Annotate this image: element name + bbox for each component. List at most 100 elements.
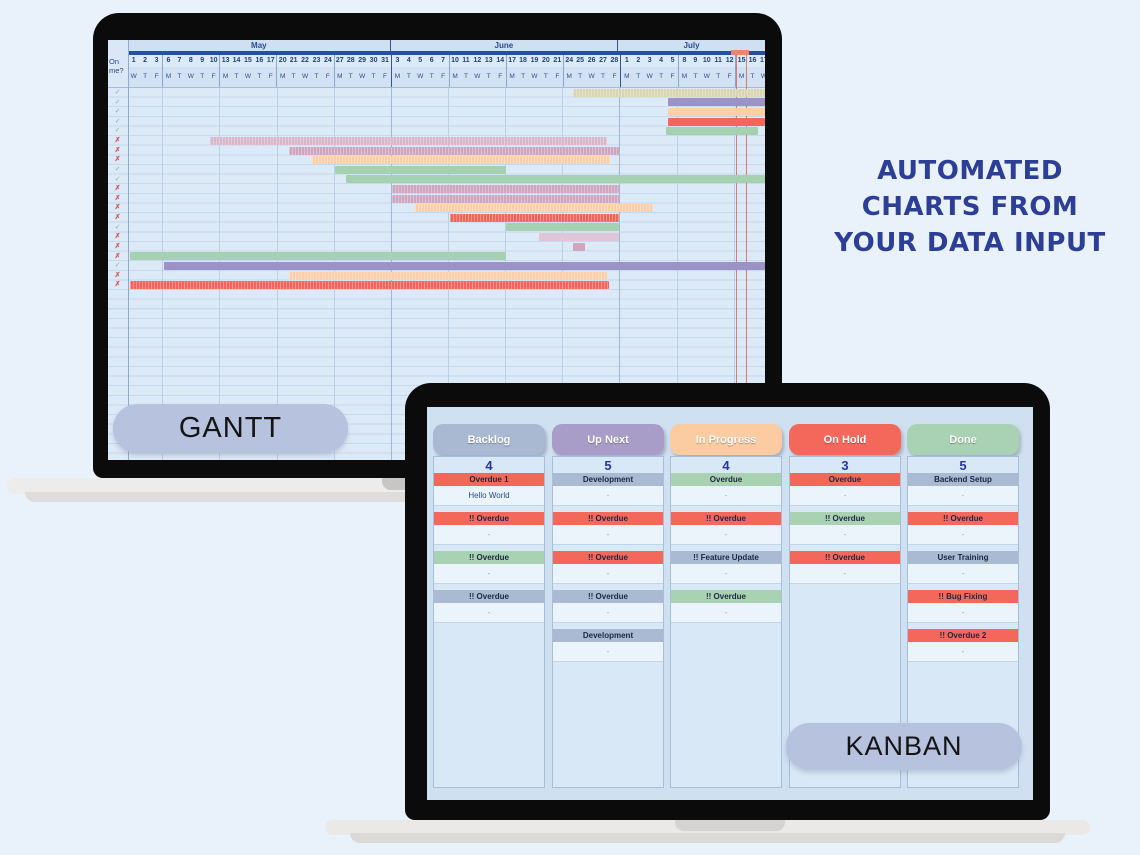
gantt-task-bar[interactable]	[573, 88, 765, 97]
day-cell: 6	[162, 55, 173, 67]
weekday-cell: W	[588, 73, 595, 80]
kanban-card[interactable]: !! Overdue 2-	[908, 629, 1018, 662]
kanban-card[interactable]: Overdue 1 Hello World	[434, 473, 544, 506]
kanban-card[interactable]: !! Overdue -	[908, 512, 1018, 545]
kanban-card-title: !! Overdue	[553, 551, 663, 564]
kanban-card[interactable]: !! Overdue -	[671, 512, 781, 545]
kanban-column-in-progress: In Progress 4 Overdue -!! Overdue -!! Featur…	[670, 424, 782, 788]
day-cell: 25	[576, 57, 585, 64]
headline-line-1: AUTOMATED	[877, 156, 1063, 186]
kanban-card[interactable]: !! Overdue -	[434, 590, 544, 623]
kanban-card[interactable]: Overdue -	[790, 473, 900, 506]
day-cell: 7	[177, 57, 182, 64]
gantt-task-bar[interactable]	[668, 117, 765, 126]
kanban-card[interactable]: Backend Setup -	[908, 473, 1018, 506]
gantt-task-bar[interactable]	[668, 108, 765, 117]
kanban-card[interactable]: !! Overdue -	[553, 512, 663, 545]
kanban-column-header[interactable]: On Hold	[789, 424, 901, 455]
weekday-cell: T	[314, 73, 319, 80]
gantt-task-bar[interactable]	[335, 165, 506, 174]
gantt-task-bar[interactable]	[289, 146, 619, 155]
gantt-task-bar[interactable]	[392, 194, 619, 203]
kanban-card-body: -	[553, 525, 663, 545]
weekday-cell: M	[563, 67, 574, 87]
day-cell: 24	[563, 55, 574, 67]
status-ontime-mark: ✓	[114, 165, 121, 173]
weekday-cell: F	[441, 73, 446, 80]
kanban-card-body: -	[434, 564, 544, 584]
gantt-task-bar[interactable]	[130, 281, 609, 290]
gantt-task-bar[interactable]	[573, 242, 585, 251]
kanban-column-count: 3	[841, 458, 849, 473]
kanban-column-header[interactable]: Done	[907, 424, 1019, 455]
weekday-cell: W	[417, 73, 424, 80]
kanban-card[interactable]: User Training -	[908, 551, 1018, 584]
gantt-task-bar[interactable]	[210, 136, 607, 145]
weekday-cell: F	[268, 73, 273, 80]
weekday-cell: M	[333, 67, 345, 87]
kanban-column-header[interactable]: Up Next	[552, 424, 664, 455]
week-gridline	[162, 88, 164, 460]
kanban-card[interactable]: !! Overdue -	[553, 551, 663, 584]
day-cell: 7	[441, 57, 446, 64]
weekday-cell: W	[531, 73, 538, 80]
gantt-task-bar[interactable]	[450, 213, 619, 222]
kanban-card[interactable]: !! Overdue -	[790, 512, 900, 545]
kanban-card-body: -	[671, 525, 781, 545]
gantt-task-bar[interactable]	[130, 252, 506, 261]
weekday-cell: T	[257, 73, 262, 80]
kanban-card-title: !! Overdue	[790, 551, 900, 564]
kanban-card-body: -	[553, 603, 663, 623]
gantt-task-bar[interactable]	[289, 271, 607, 280]
day-cell: 16	[748, 57, 757, 64]
kanban-card[interactable]: !! Overdue -	[434, 512, 544, 545]
kanban-card-title: !! Overdue	[671, 512, 781, 525]
gantt-task-bar[interactable]	[392, 185, 619, 193]
day-cell: 15	[244, 57, 252, 64]
kanban-card[interactable]: !! Overdue -	[434, 551, 544, 584]
gantt-task-bar[interactable]	[312, 156, 610, 165]
kanban-card-body: Hello World	[434, 486, 544, 506]
kanban-card[interactable]: !! Bug Fixing -	[908, 590, 1018, 623]
weekday-cell: T	[659, 73, 664, 80]
kanban-card[interactable]: Development -	[553, 473, 663, 506]
kanban-card[interactable]: Overdue -	[671, 473, 781, 506]
weekday-cell: M	[448, 67, 460, 87]
kanban-card[interactable]: !! Overdue -	[790, 551, 900, 584]
kanban-card-body: -	[790, 486, 900, 506]
day-cell: 4	[406, 57, 411, 64]
kanban-column-count: 5	[604, 458, 612, 473]
day-cell: 12	[725, 57, 734, 64]
weekday-cell: W	[130, 73, 137, 80]
status-late-mark: ✗	[114, 252, 121, 260]
headline-line-2: CHARTS FROM	[861, 192, 1079, 222]
day-cell: 23	[312, 57, 321, 64]
kanban-column-header[interactable]: In Progress	[670, 424, 782, 455]
kanban-card-title: Overdue	[671, 473, 781, 486]
kanban-card-title: !! Overdue	[553, 512, 663, 525]
kanban-card[interactable]: !! Overdue -	[671, 590, 781, 623]
gantt-task-bar[interactable]	[668, 98, 765, 107]
gantt-task-bar[interactable]	[415, 204, 653, 213]
gantt-task-bar[interactable]	[346, 175, 765, 184]
gantt-task-bar[interactable]	[666, 127, 758, 136]
day-cell: 13	[219, 55, 230, 67]
kanban-card[interactable]: Development -	[553, 629, 663, 662]
gantt-task-bar[interactable]	[164, 261, 765, 270]
kanban-card[interactable]: !! Feature Update -	[671, 551, 781, 584]
gantt-task-bar[interactable]	[539, 233, 619, 242]
day-cell: 18	[519, 57, 527, 64]
kanban-column-header[interactable]: Backlog	[433, 424, 545, 455]
kanban-card[interactable]: !! Overdue -	[553, 590, 663, 623]
day-cell: 8	[678, 55, 689, 67]
gantt-task-bar[interactable]	[506, 223, 619, 232]
day-cell: 14	[496, 57, 505, 64]
weekday-cell: F	[154, 73, 159, 80]
day-cell: 3	[154, 57, 159, 64]
weekday-cell: T	[750, 73, 755, 80]
day-cell: 2	[636, 57, 641, 64]
day-cell: 17	[760, 57, 765, 64]
kanban-card-title: Development	[553, 473, 663, 486]
